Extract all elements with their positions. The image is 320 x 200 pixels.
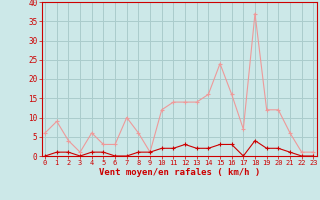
X-axis label: Vent moyen/en rafales ( km/h ): Vent moyen/en rafales ( km/h ) (99, 168, 260, 177)
